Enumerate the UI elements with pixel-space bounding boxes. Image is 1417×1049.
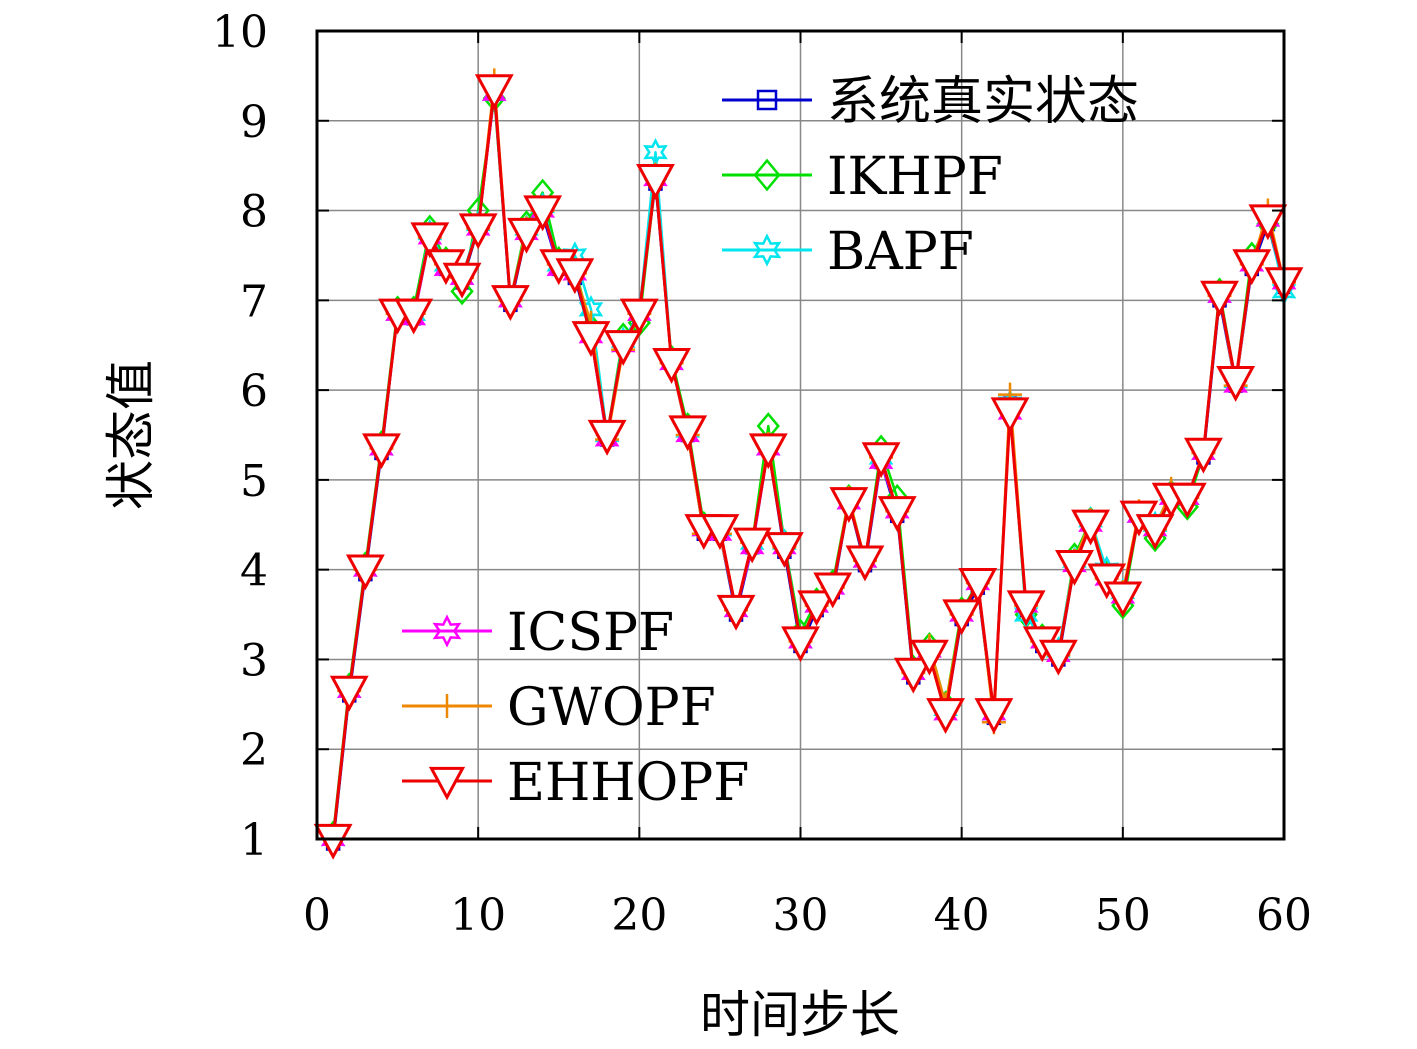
data-point bbox=[555, 258, 595, 295]
data-point bbox=[442, 262, 482, 299]
data-point bbox=[450, 277, 474, 306]
data-point bbox=[587, 419, 627, 456]
data-point bbox=[329, 675, 369, 712]
data-point bbox=[1216, 365, 1256, 402]
legend-entry: ICSPF bbox=[402, 603, 674, 663]
x-tick-label: 40 bbox=[934, 890, 990, 941]
data-point bbox=[974, 698, 1014, 735]
x-axis-label: 时间步长 bbox=[700, 986, 900, 1044]
grid bbox=[317, 31, 1284, 839]
data-point bbox=[394, 298, 434, 335]
data-point bbox=[1135, 514, 1175, 550]
x-tick-label: 10 bbox=[450, 890, 506, 941]
data-point bbox=[313, 823, 353, 860]
y-tick-label: 4 bbox=[240, 546, 268, 597]
x-tick-label: 30 bbox=[773, 890, 829, 941]
legend-marker bbox=[756, 89, 778, 111]
data-point bbox=[1248, 204, 1288, 241]
legend-marker bbox=[753, 158, 781, 192]
y-tick-label: 6 bbox=[240, 366, 268, 417]
data-point bbox=[910, 639, 949, 676]
y-tick-label: 1 bbox=[240, 815, 268, 866]
data-point bbox=[490, 285, 530, 322]
data-point bbox=[619, 298, 659, 335]
data-point bbox=[603, 330, 643, 366]
legend-label: ICSPF bbox=[507, 603, 674, 663]
data-point bbox=[748, 433, 788, 470]
y-tick-label: 10 bbox=[212, 7, 268, 58]
x-tick-label: 20 bbox=[611, 890, 667, 941]
data-point bbox=[1087, 563, 1127, 600]
legend-entry: BAPF bbox=[722, 222, 974, 282]
data-point bbox=[410, 222, 450, 259]
legend-marker bbox=[432, 614, 462, 648]
data-point bbox=[958, 567, 998, 604]
legend-entry: EHHOPF bbox=[402, 753, 749, 813]
legend-entry: 系统真实状态 bbox=[722, 72, 1139, 132]
data-point bbox=[893, 657, 933, 694]
y-tick-label: 5 bbox=[240, 456, 268, 507]
legend-entry: GWOPF bbox=[402, 678, 716, 738]
data-point bbox=[877, 496, 917, 533]
data-point bbox=[1103, 581, 1143, 618]
data-point bbox=[764, 532, 804, 568]
data-point bbox=[1200, 280, 1239, 317]
data-point bbox=[1055, 550, 1094, 586]
legend-marker bbox=[435, 694, 459, 718]
data-point bbox=[781, 626, 820, 663]
data-point bbox=[1232, 249, 1272, 286]
data-point bbox=[1183, 437, 1223, 474]
y-tick-label: 9 bbox=[240, 97, 268, 148]
legend-label: 系统真实状态 bbox=[827, 72, 1139, 132]
y-axis-label: 状态值 bbox=[102, 360, 160, 510]
legend-bottom-left: ICSPF GWOPF EHHOPF bbox=[402, 603, 749, 813]
data-point bbox=[507, 217, 546, 254]
data-point bbox=[652, 348, 691, 384]
data-point bbox=[829, 487, 869, 524]
data-point bbox=[474, 74, 514, 111]
y-tick-label: 3 bbox=[240, 635, 268, 686]
data-point bbox=[1038, 639, 1078, 676]
data-point bbox=[1071, 509, 1111, 546]
legend-label: GWOPF bbox=[507, 678, 716, 738]
data-point bbox=[813, 572, 853, 609]
series-EHHOPF bbox=[313, 74, 1304, 860]
data-point bbox=[700, 514, 740, 550]
legend-label: EHHOPF bbox=[507, 753, 749, 813]
data-point bbox=[458, 213, 498, 250]
ticks bbox=[316, 30, 1285, 840]
x-tick-label: 0 bbox=[303, 890, 331, 941]
legend-marker bbox=[428, 766, 466, 801]
legend-top-right: 系统真实状态 IKHPF BAPF bbox=[722, 72, 1139, 282]
legend-label: IKHPF bbox=[827, 147, 1003, 207]
data-point bbox=[362, 433, 401, 470]
data-point bbox=[926, 698, 965, 735]
data-point bbox=[716, 594, 756, 631]
x-tick-label: 60 bbox=[1256, 890, 1312, 941]
tick-labels: 0 10 20 30 40 50 60 1 2 3 4 5 6 7 8 9 10 bbox=[212, 7, 1312, 941]
data-point bbox=[845, 545, 885, 582]
y-tick-label: 7 bbox=[240, 276, 268, 327]
data-point bbox=[668, 415, 708, 452]
legend-entry: IKHPF bbox=[722, 147, 1003, 207]
series-layer bbox=[313, 68, 1304, 860]
legend-marker bbox=[752, 233, 782, 267]
x-tick-label: 50 bbox=[1095, 890, 1151, 941]
legend-label: BAPF bbox=[827, 222, 974, 282]
data-point bbox=[990, 397, 1030, 434]
data-point bbox=[797, 590, 837, 627]
data-point bbox=[636, 163, 675, 200]
data-point bbox=[732, 527, 772, 564]
data-point bbox=[942, 599, 982, 636]
y-tick-label: 2 bbox=[240, 725, 268, 776]
data-point bbox=[861, 442, 901, 479]
data-point bbox=[345, 554, 385, 591]
y-tick-label: 8 bbox=[240, 187, 268, 238]
data-point bbox=[523, 195, 563, 232]
data-point bbox=[1006, 590, 1046, 627]
data-point bbox=[1167, 482, 1207, 519]
data-point bbox=[571, 321, 611, 357]
